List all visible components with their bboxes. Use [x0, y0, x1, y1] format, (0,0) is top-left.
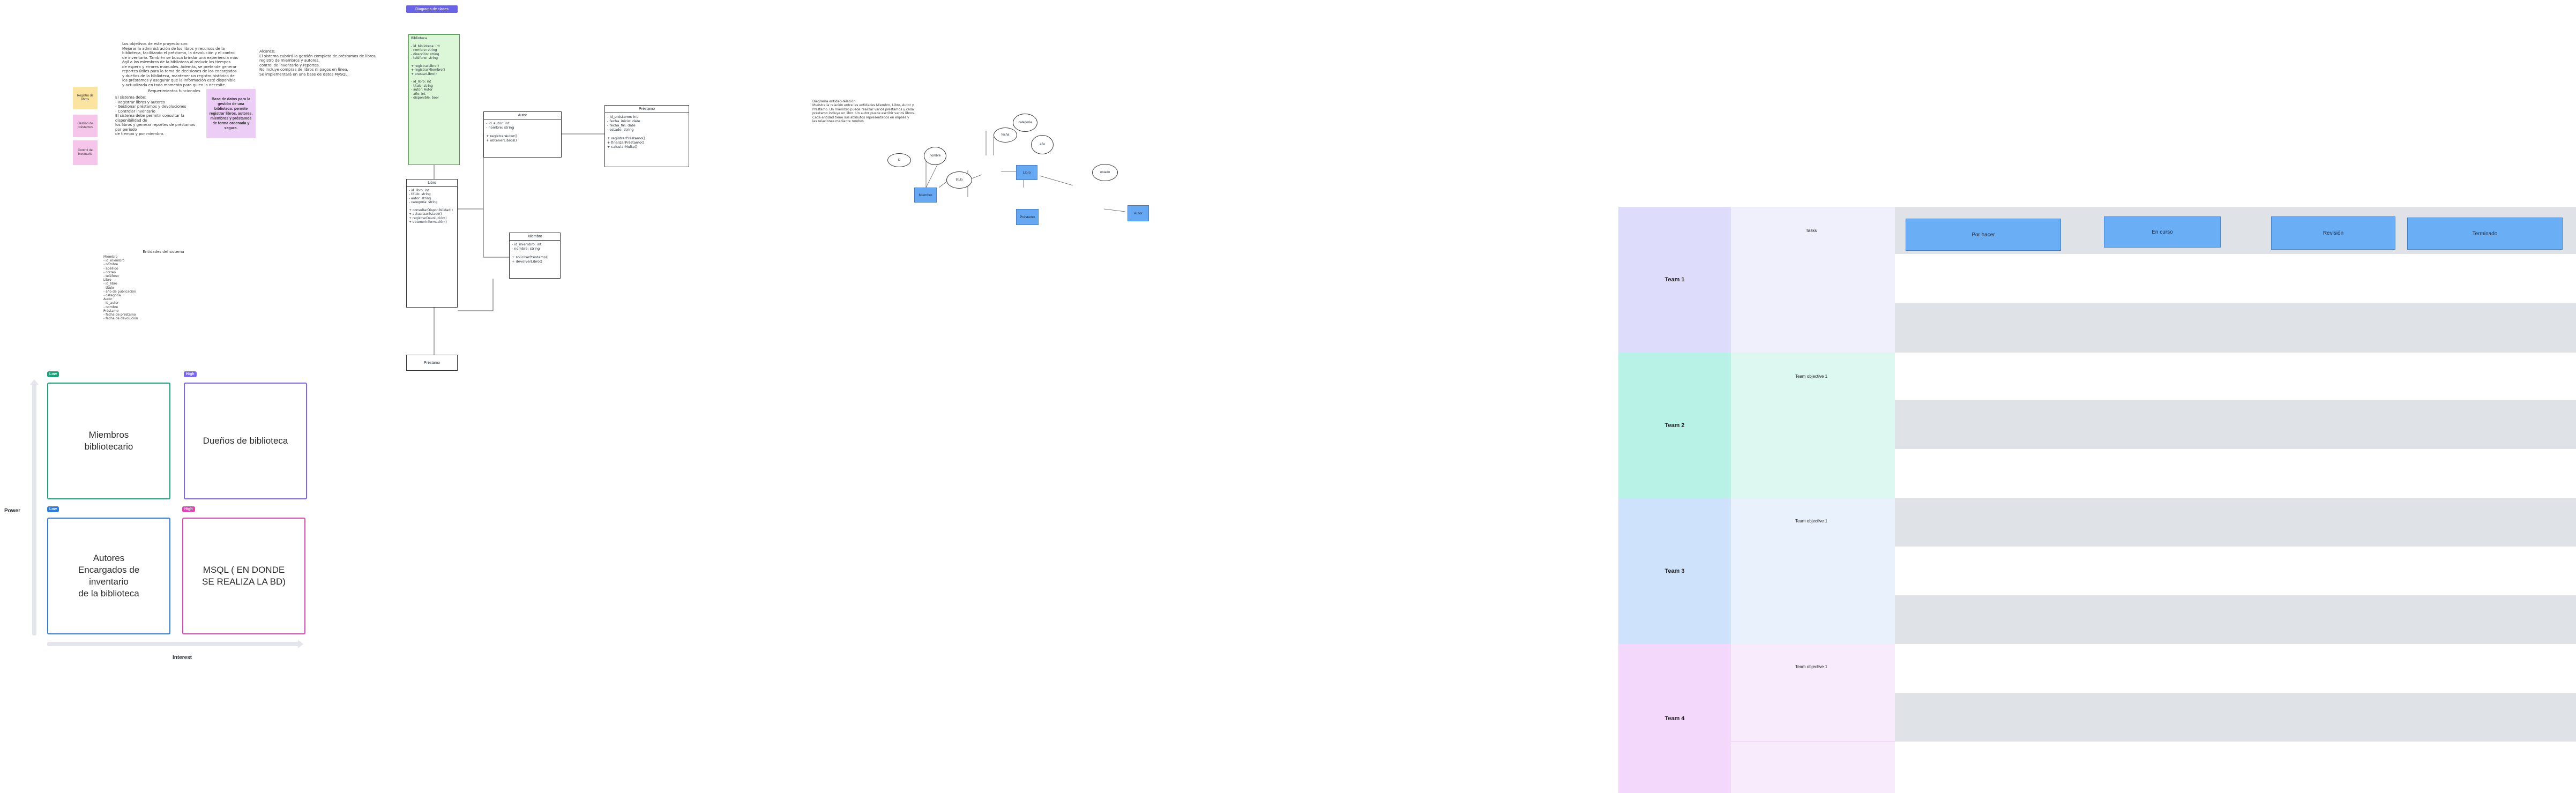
author-class-box[interactable]: Autor - id_autor: int - nombre: string +… [483, 111, 562, 158]
quadrant-low-power-high-interest[interactable]: Autores Encargados de inventario de la b… [47, 518, 170, 634]
quadrant-badge: Low [47, 371, 59, 377]
task-row[interactable] [1895, 353, 2576, 401]
entities-list[interactable]: Miembro - id_miembro - nombre - apellido… [103, 255, 138, 321]
author-class-body: - id_autor: int - nombre: string + regis… [486, 121, 518, 143]
member-class-body: - id_miembro: int - nombre: string + sol… [512, 242, 549, 264]
team-4-objective: Team objective 1 [1795, 664, 1828, 669]
quadrant-badge: High [182, 506, 195, 512]
entities-title: Entidades del sistema [143, 250, 184, 254]
book-class-title: Libro [407, 179, 457, 187]
diagram-title-button[interactable]: Diagrama de clases [406, 5, 458, 13]
task-row[interactable] [1895, 449, 2576, 498]
task-row[interactable] [1895, 547, 2576, 596]
quadrant-high-power-high-interest[interactable]: Dueños de biblioteca [184, 383, 307, 499]
book-class-body: - id_libro: int - título: string - autor… [409, 189, 453, 225]
team-3-band[interactable]: Team 3 [1618, 498, 1731, 644]
class-diagram-connectors [434, 133, 604, 355]
quadrant-low-power-low-interest[interactable]: Miembros bibliotecario [47, 383, 170, 499]
library-class-body: Biblioteca - id_biblioteca: int - nombre… [411, 36, 445, 100]
task-row[interactable] [1895, 742, 2576, 793]
task-row[interactable] [1895, 644, 2576, 693]
requirements-note[interactable]: El sistema debe: - Registrar libros y au… [115, 95, 195, 136]
column-in-progress[interactable]: En curso [2104, 216, 2221, 248]
team-2-objective: Team objective 1 [1795, 374, 1828, 379]
column-todo[interactable]: Por hacer [1906, 219, 2061, 251]
quadrant-badge: High [184, 371, 197, 377]
task-row[interactable] [1895, 303, 2576, 353]
column-review[interactable]: Revisión [2271, 216, 2395, 250]
quadrant-badge: Low [47, 506, 59, 512]
entity-author[interactable]: Autor [1128, 205, 1149, 221]
team-2-band[interactable]: Team 2 [1618, 353, 1731, 498]
power-axis-arrow-icon [30, 379, 39, 385]
task-row[interactable] [1895, 693, 2576, 742]
interest-axis [47, 642, 299, 646]
sticky-note[interactable]: Control de inventario [73, 140, 98, 165]
task-row[interactable] [1895, 254, 2576, 303]
library-class-box[interactable]: Biblioteca - id_biblioteca: int - nombre… [408, 34, 460, 165]
task-row[interactable] [1895, 498, 2576, 547]
team-2-objective-lane[interactable] [1731, 353, 1895, 498]
member-class-title: Miembro [510, 233, 560, 241]
requirements-title: Requerimientos funcionales [148, 89, 200, 93]
interest-axis-label: Interest [173, 655, 192, 661]
entity-member[interactable]: Miembro [914, 188, 937, 203]
team-4-objective-lane[interactable] [1731, 644, 1895, 742]
loan-class-box[interactable]: Préstamo [406, 355, 458, 371]
team-4-band[interactable]: Team 4 [1618, 644, 1731, 793]
attribute-title[interactable]: título [946, 171, 972, 189]
column-done[interactable]: Terminado [2407, 218, 2563, 250]
member-class-box[interactable]: Miembro - id_miembro: int - nombre: stri… [509, 233, 561, 279]
loan-detail-class-title: Préstamo [605, 106, 689, 113]
entity-book[interactable]: Libro [1016, 165, 1037, 180]
task-row[interactable] [1895, 596, 2576, 644]
callout-note[interactable]: Base de datos para la gestión de una bib… [206, 89, 256, 138]
attribute-status[interactable]: estado [1092, 164, 1118, 181]
sticky-note[interactable]: Registro de libros [73, 87, 98, 109]
power-axis [32, 384, 36, 635]
team-4-objective-lane-lower[interactable] [1731, 742, 1895, 793]
attribute-year[interactable]: año [1031, 135, 1054, 154]
er-description[interactable]: Diagrama entidad-relación: Muestra la re… [812, 100, 915, 124]
team-3-objective: Team objective 1 [1795, 519, 1828, 523]
loan-detail-class-body: - id_préstamo: int - fecha_inicio: date … [607, 115, 645, 149]
author-class-title: Autor [484, 112, 561, 119]
interest-axis-arrow-icon [298, 640, 303, 648]
attribute-id[interactable]: id [887, 153, 911, 167]
attribute-name[interactable]: nombre [924, 147, 946, 165]
loan-detail-class-box[interactable]: Préstamo - id_préstamo: int - fecha_inic… [604, 105, 689, 167]
power-axis-label: Power [4, 508, 21, 514]
tasks-label: Tasks [1805, 228, 1817, 233]
team-1-band[interactable]: Team 1 [1618, 207, 1731, 353]
team-3-objective-lane[interactable] [1731, 498, 1895, 644]
scope-note[interactable]: Alcance: El sistema cubrirá la gestión c… [259, 49, 377, 77]
er-connectors [925, 131, 1126, 212]
attribute-category[interactable]: categoría [1013, 114, 1037, 132]
sticky-note[interactable]: Gestión de préstamos [73, 115, 98, 137]
task-row[interactable] [1895, 401, 2576, 449]
objective-lane [1731, 207, 1895, 353]
attribute-date[interactable]: fecha [994, 128, 1017, 143]
entity-loan[interactable]: Préstamo [1016, 209, 1039, 225]
intro-note[interactable]: Los objetivos de este proyecto son: Mejo… [122, 42, 238, 87]
quadrant-high-power-low-interest[interactable]: MSQL ( EN DONDE SE REALIZA LA BD) [182, 518, 305, 634]
book-class-box[interactable]: Libro - id_libro: int - título: string -… [406, 179, 458, 308]
